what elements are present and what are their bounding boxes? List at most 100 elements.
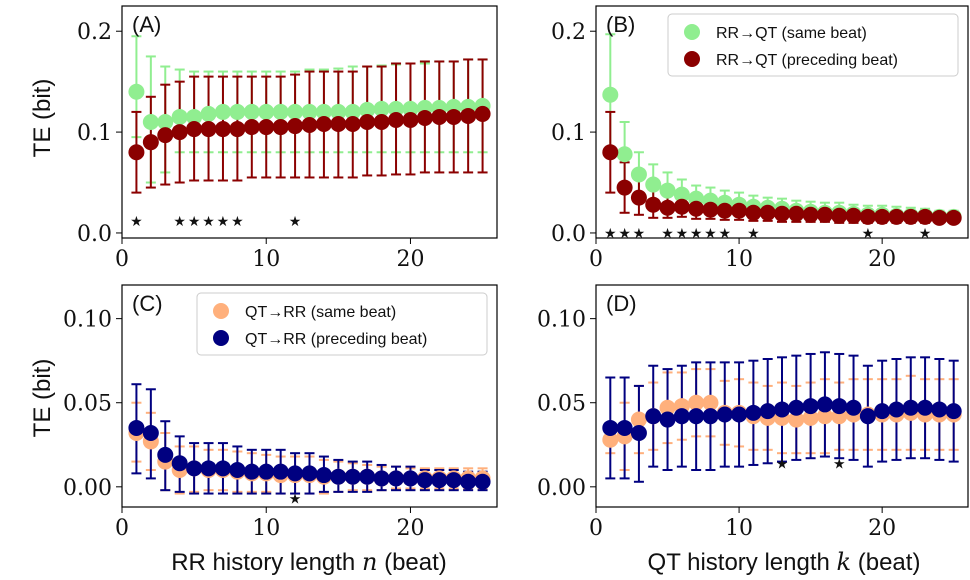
data-point: [702, 201, 719, 218]
data-point: [431, 108, 448, 125]
x-tick-label: 0: [115, 516, 129, 541]
data-point: [200, 121, 217, 138]
plot-frame: [121, 284, 498, 508]
data-point: [315, 116, 332, 133]
data-point: [373, 470, 390, 487]
data-point: [802, 398, 819, 415]
significance-star: ★: [747, 226, 760, 242]
y-tick-label: 0.10: [537, 308, 586, 333]
data-point: [171, 108, 188, 125]
data-point: [759, 403, 776, 420]
x-tick-label: 20: [396, 516, 424, 541]
data-point: [917, 399, 934, 416]
data-point: [373, 114, 390, 130]
data-point: [474, 105, 491, 122]
data-point: [186, 108, 203, 125]
data-point: [659, 411, 676, 428]
x-axis-title-right-suffix: (beat): [851, 549, 920, 576]
data-point: [759, 204, 776, 221]
x-tick-label: 20: [396, 247, 424, 272]
panel-letter: (A): [132, 12, 161, 37]
data-point: [128, 144, 145, 161]
panel-4: 0 10 20 0.00 0.05 0.10 ★ ★ (D): [537, 284, 969, 541]
x-axis-title-left-var: n: [362, 548, 377, 576]
significance-star: ★: [604, 226, 617, 242]
data-point: [402, 470, 419, 487]
data-point: [774, 205, 790, 222]
data-point: [186, 121, 203, 138]
data-point: [902, 208, 919, 225]
legend-marker: [684, 51, 700, 67]
data-point: [659, 199, 676, 216]
legend-marker: [213, 303, 229, 319]
data-point: [874, 208, 891, 225]
plot-frame: [121, 5, 498, 239]
data-point: [845, 207, 862, 224]
significance-star: ★: [188, 214, 201, 230]
data-point: [745, 204, 762, 221]
x-tick-label: 0: [589, 247, 603, 272]
y-tick-label: 0.00: [537, 476, 586, 501]
legend-label: RR→QT (same beat): [716, 25, 867, 42]
data-point: [659, 399, 676, 416]
significance-star: ★: [718, 226, 731, 242]
data-point: [902, 399, 919, 416]
data-point: [630, 189, 647, 206]
significance-star: ★: [618, 226, 631, 242]
significance-star: ★: [231, 214, 244, 230]
data-point: [802, 206, 819, 223]
x-tick-label: 10: [252, 516, 280, 541]
data-point: [373, 100, 390, 117]
data-point: [344, 468, 361, 485]
x-tick-label: 20: [868, 247, 896, 272]
data-point: [214, 121, 231, 138]
data-point: [214, 103, 231, 120]
data-point: [272, 119, 289, 136]
data-point: [716, 202, 733, 219]
data-point: [931, 401, 948, 418]
data-point: [200, 105, 217, 122]
x-axis-title-right-prefix: QT history length: [648, 549, 837, 576]
data-point: [287, 465, 304, 482]
data-point: [258, 103, 275, 120]
data-point: [602, 431, 619, 448]
data-point: [128, 83, 145, 100]
panel-1: 0 10 200.00.10.2★ ★ ★ ★ ★ ★ ★(A): [77, 5, 498, 272]
data-point: [645, 176, 662, 193]
y-tick-label: 0.00: [63, 476, 112, 501]
x-tick-label: 10: [725, 247, 753, 272]
data-point: [171, 455, 188, 472]
data-point: [716, 406, 733, 423]
panel-3: 0 10 200.000.050.10★(C) QT→RR (same beat)QT…: [63, 284, 498, 541]
y-tick-label: 0.1: [77, 121, 112, 146]
data-point: [388, 100, 405, 117]
data-point: [659, 182, 676, 199]
data-point: [816, 206, 833, 223]
y-tick-label: 0.1: [551, 121, 586, 146]
data-point: [602, 419, 619, 436]
data-point: [816, 408, 833, 425]
data-point: [186, 460, 203, 477]
panel-letter: (D): [606, 291, 637, 316]
data-point: [460, 473, 477, 490]
x-axis-title-left-prefix: RR history length: [171, 549, 362, 576]
significance-star: ★: [776, 456, 789, 472]
panel-letter: (C): [132, 291, 163, 316]
data-point: [258, 119, 275, 136]
data-point: [301, 117, 318, 134]
y-tick-label: 0.10: [63, 308, 112, 333]
data-point: [301, 465, 318, 482]
data-point: [688, 408, 705, 425]
data-point: [673, 186, 690, 203]
legend: QT→RR (same beat) QT→RR (preceding beat): [196, 292, 488, 356]
x-tick-label: 20: [868, 516, 896, 541]
data-point: [272, 463, 289, 480]
data-point: [315, 467, 332, 484]
markers-2: [602, 144, 962, 226]
data-point: [945, 403, 962, 420]
data-point: [243, 119, 260, 136]
data-point: [402, 100, 419, 117]
significance-star: ★: [202, 214, 215, 230]
data-point: [258, 463, 275, 480]
